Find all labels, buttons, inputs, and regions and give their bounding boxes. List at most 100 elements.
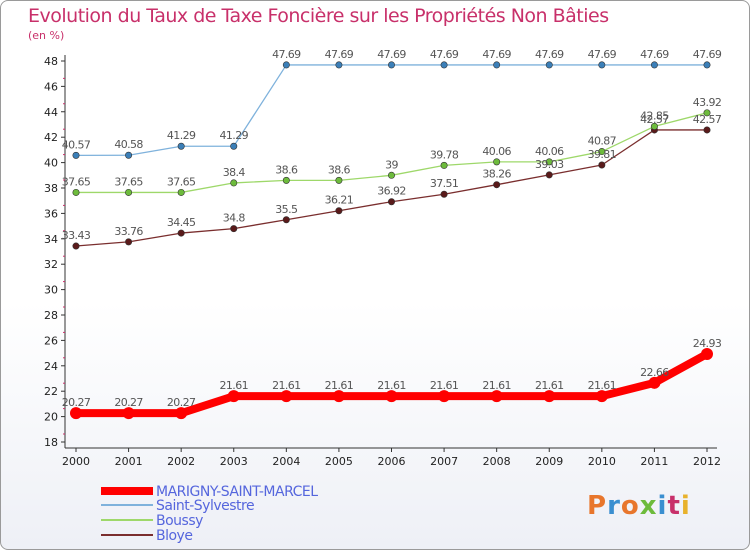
data-label: 36.92 xyxy=(377,185,406,198)
data-point xyxy=(227,390,240,403)
data-point xyxy=(125,188,133,196)
x-tick-label: 2012 xyxy=(693,455,721,468)
y-tick-label: 24 xyxy=(44,360,58,373)
data-label: 40.06 xyxy=(535,145,564,158)
x-tick-label: 2010 xyxy=(588,455,616,468)
data-label: 47.69 xyxy=(430,48,459,61)
data-point xyxy=(703,109,711,117)
data-label: 40.06 xyxy=(482,145,511,158)
x-tick-label: 2005 xyxy=(325,455,353,468)
data-label: 42.85 xyxy=(640,109,669,122)
data-label: 39.78 xyxy=(430,148,459,161)
y-tick-label: 20 xyxy=(44,411,58,424)
data-label: 47.69 xyxy=(588,48,617,61)
data-label: 47.69 xyxy=(377,48,406,61)
data-label: 47.69 xyxy=(325,48,354,61)
data-point xyxy=(387,198,395,206)
data-point xyxy=(545,171,553,179)
data-point xyxy=(125,151,133,159)
y-tick-label: 36 xyxy=(44,207,58,220)
x-tick-label: 2011 xyxy=(640,455,668,468)
data-point xyxy=(598,161,606,169)
data-label: 39.81 xyxy=(588,148,617,161)
data-label: 37.65 xyxy=(62,175,91,188)
data-point xyxy=(230,179,238,187)
data-label: 42.57 xyxy=(693,113,722,126)
data-label: 20.27 xyxy=(167,396,196,409)
y-tick-label: 40 xyxy=(44,157,58,170)
data-point xyxy=(545,158,553,166)
data-point xyxy=(280,390,293,403)
logo-letter: o xyxy=(620,491,640,521)
data-label: 38.26 xyxy=(482,168,511,181)
data-point xyxy=(440,61,448,69)
data-point xyxy=(701,347,713,360)
data-point xyxy=(230,142,238,150)
data-point xyxy=(332,390,345,403)
logo-letter: i xyxy=(657,491,668,521)
x-tick-label: 2006 xyxy=(378,455,406,468)
data-label: 21.61 xyxy=(272,379,301,392)
data-label: 38.4 xyxy=(223,166,246,179)
data-label: 40.87 xyxy=(588,135,617,148)
data-point xyxy=(598,148,606,156)
data-point xyxy=(335,61,343,69)
data-point xyxy=(493,158,501,166)
x-tick-label: 2009 xyxy=(535,455,563,468)
data-label: 21.61 xyxy=(377,379,406,392)
data-label: 47.69 xyxy=(693,48,722,61)
data-point xyxy=(282,216,290,224)
data-point xyxy=(230,225,238,233)
data-label: 40.57 xyxy=(62,138,91,151)
data-point xyxy=(490,390,503,403)
data-point xyxy=(440,190,448,198)
data-label: 22.66 xyxy=(640,366,669,379)
data-label: 47.69 xyxy=(535,48,564,61)
data-label: 38.6 xyxy=(328,163,351,176)
y-tick-label: 44 xyxy=(44,106,58,119)
y-tick-label: 28 xyxy=(44,309,58,322)
logo-letter: x xyxy=(639,491,658,521)
x-tick-label: 2001 xyxy=(115,455,143,468)
y-tick-label: 48 xyxy=(44,55,58,68)
x-tick-label: 2000 xyxy=(62,455,90,468)
data-label: 39.03 xyxy=(535,158,564,171)
legend-label: Bloye xyxy=(156,528,192,544)
y-tick-label: 34 xyxy=(44,233,58,246)
data-label: 36.21 xyxy=(325,194,354,207)
data-point xyxy=(493,61,501,69)
data-label: 38.6 xyxy=(275,163,298,176)
data-label: 42.57 xyxy=(640,113,669,126)
y-tick-label: 32 xyxy=(44,258,58,271)
data-point xyxy=(177,142,185,150)
data-label: 33.43 xyxy=(62,229,91,242)
y-tick-label: 38 xyxy=(44,182,58,195)
proxiti-logo: Proxiti xyxy=(587,491,691,521)
data-label: 20.27 xyxy=(62,396,91,409)
data-label: 21.61 xyxy=(220,379,249,392)
legend-label: MARIGNY-SAINT-MARCEL xyxy=(156,484,318,500)
data-point xyxy=(648,376,661,389)
data-label: 34.8 xyxy=(223,212,246,225)
data-point xyxy=(387,171,395,179)
x-tick-label: 2007 xyxy=(430,455,458,468)
logo-letter: i xyxy=(680,491,691,521)
data-point xyxy=(387,61,395,69)
data-point xyxy=(70,407,82,420)
data-label: 34.45 xyxy=(167,216,196,229)
data-point xyxy=(335,176,343,184)
x-tick-label: 2004 xyxy=(272,455,300,468)
logo-letter: r xyxy=(607,491,621,521)
data-point xyxy=(122,407,135,420)
data-label: 41.29 xyxy=(167,129,196,142)
y-tick-label: 46 xyxy=(44,80,58,93)
data-label: 24.93 xyxy=(693,337,722,350)
data-label: 35.5 xyxy=(275,203,298,216)
data-label: 21.61 xyxy=(325,379,354,392)
data-point xyxy=(703,61,711,69)
data-label: 47.69 xyxy=(482,48,511,61)
data-label: 41.29 xyxy=(220,129,249,142)
data-point xyxy=(72,151,80,159)
